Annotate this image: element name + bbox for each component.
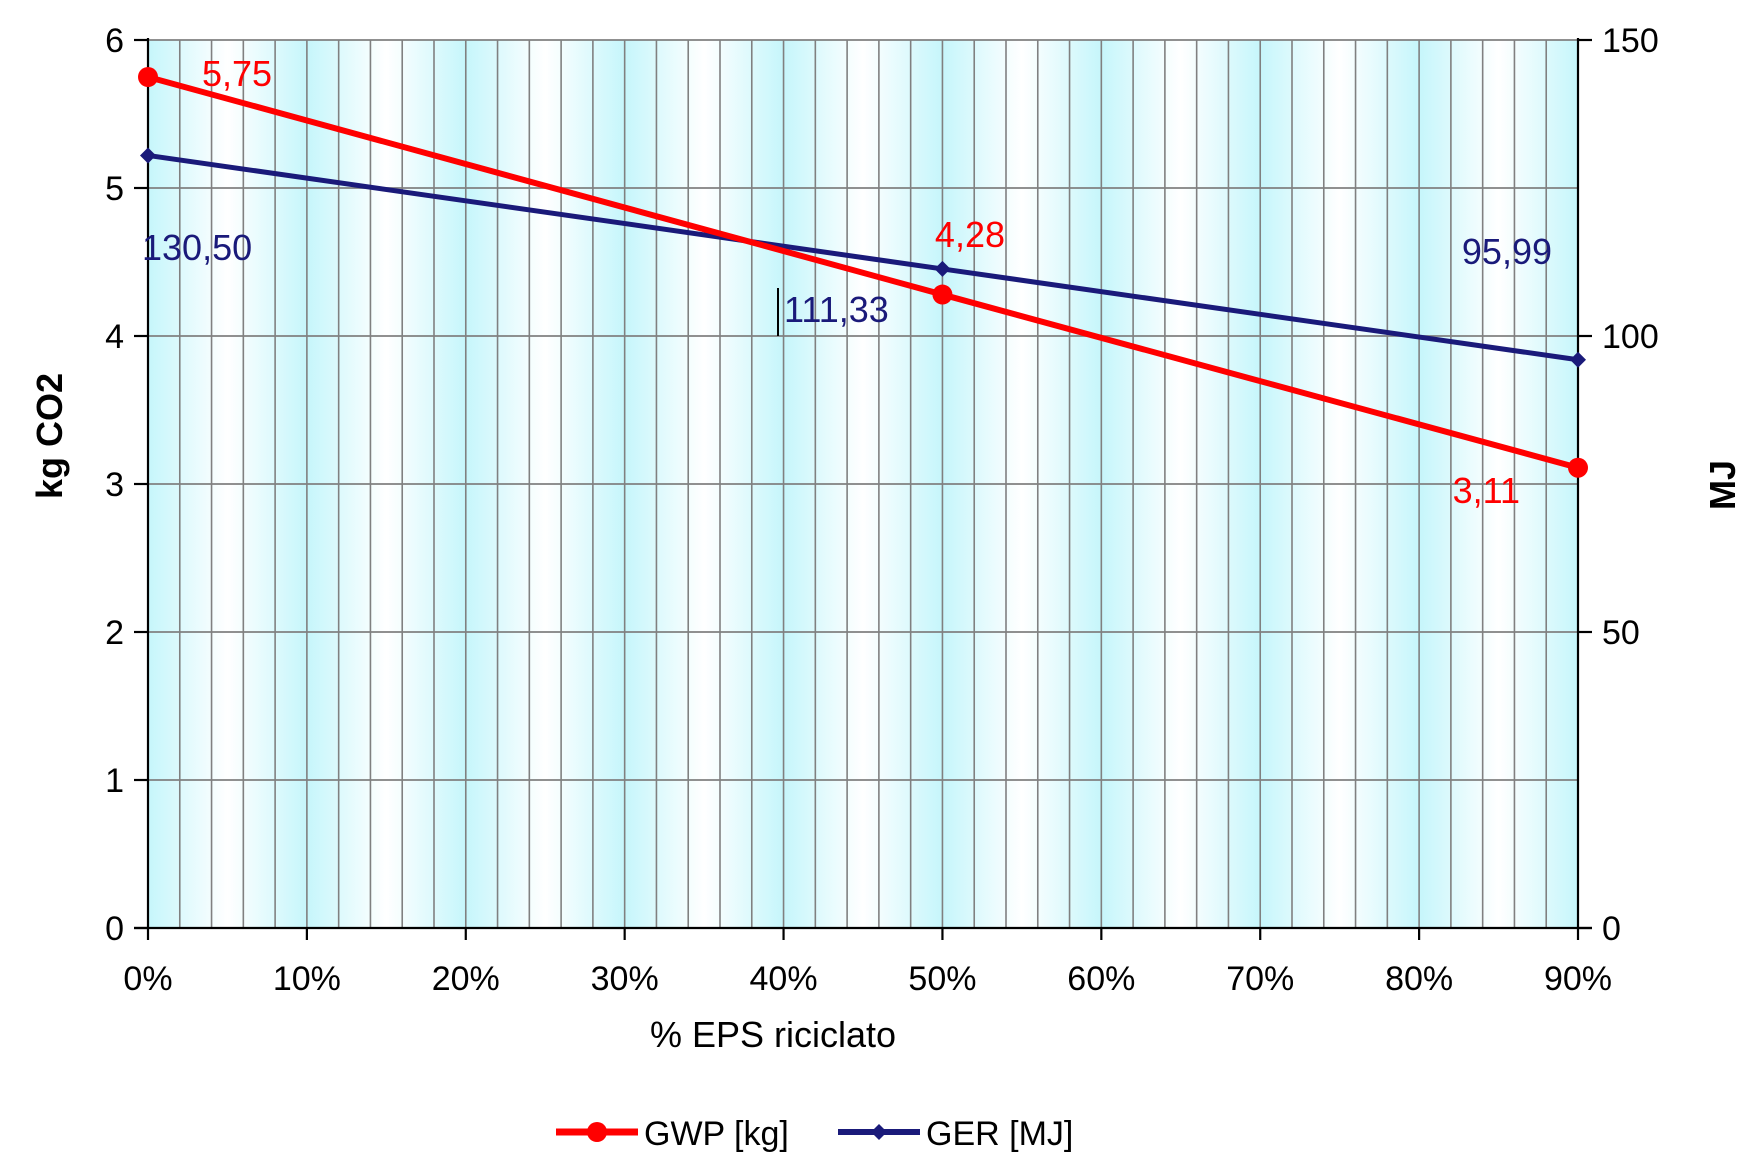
y-axis-title: kg CO2 xyxy=(29,373,70,499)
legend: GWP [kg] GER [MJ] xyxy=(556,1115,1073,1153)
y2-tick-label: 50 xyxy=(1602,614,1640,652)
legend-ger-label: GER [MJ] xyxy=(926,1115,1073,1153)
x-tick-label: 40% xyxy=(750,960,818,998)
y2-tick-label: 150 xyxy=(1602,22,1659,60)
ger-data-point xyxy=(140,147,156,164)
axes xyxy=(134,38,1592,940)
grid-lines xyxy=(148,39,1578,928)
gwp-data-label: 3,11 xyxy=(1453,470,1520,511)
x-axis-title: % EPS riciclato xyxy=(650,1014,896,1055)
ger-data-label: 130,50 xyxy=(142,227,252,268)
gwp-data-label: 5,75 xyxy=(202,53,272,94)
y-tick-label: 5 xyxy=(105,170,124,208)
ger-data-point xyxy=(934,260,951,277)
y-tick-label: 1 xyxy=(105,762,124,800)
x-tick-label: 10% xyxy=(273,960,341,998)
gwp-data-point xyxy=(138,67,158,87)
ger-data-label: 95,99 xyxy=(1462,231,1552,272)
x-tick-label: 30% xyxy=(591,960,659,998)
x-tick-label: 80% xyxy=(1385,960,1453,998)
y2-tick-label: 100 xyxy=(1602,318,1659,356)
x-tick-label: 90% xyxy=(1544,960,1612,998)
gwp-data-label: 4,28 xyxy=(935,214,1005,255)
x-tick-label: 0% xyxy=(123,960,172,998)
y-axis-tick-labels: 0 1 2 3 4 5 6 xyxy=(105,22,124,948)
y-tick-label: 2 xyxy=(105,614,124,652)
y-tick-label: 3 xyxy=(105,466,124,504)
y2-axis-tick-labels: 0 50 100 150 xyxy=(1602,22,1659,948)
gwp-data-point xyxy=(1568,457,1588,478)
gwp-data-point xyxy=(932,284,953,305)
y2-tick-label: 0 xyxy=(1602,910,1621,948)
y-tick-label: 0 xyxy=(105,910,124,948)
data-labels: 5,75 4,28 3,11 130,50 111,33 95,99 xyxy=(142,53,1552,511)
y2-axis-title: MJ xyxy=(1702,460,1743,510)
ger-data-label: 111,33 xyxy=(784,289,889,330)
x-tick-label: 60% xyxy=(1067,960,1135,998)
y-tick-label: 4 xyxy=(105,318,124,356)
y-tick-label: 6 xyxy=(105,22,124,60)
x-tick-label: 70% xyxy=(1226,960,1294,998)
x-tick-label: 50% xyxy=(908,960,976,998)
series-lines xyxy=(138,67,1588,478)
legend-gwp-label: GWP [kg] xyxy=(644,1115,789,1153)
legend-ger-marker xyxy=(871,1124,887,1140)
ger-data-point xyxy=(1570,351,1586,368)
x-axis-tick-labels: 0% 10% 20% 30% 40% 50% 60% 70% 80% 90% xyxy=(123,960,1612,998)
legend-gwp-marker xyxy=(587,1122,607,1142)
x-tick-label: 20% xyxy=(432,960,500,998)
